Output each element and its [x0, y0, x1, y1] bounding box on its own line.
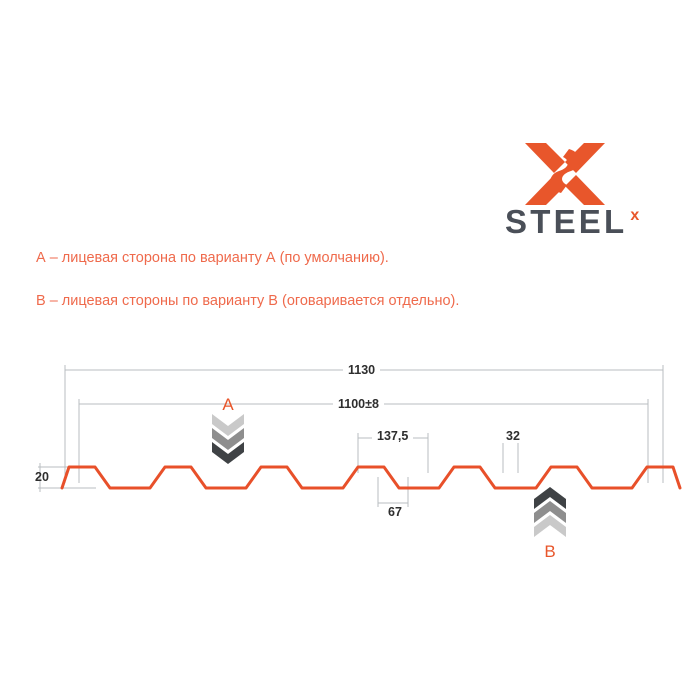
profile-mask — [0, 455, 700, 515]
legend-line-b: В – лицевая стороны по варианту В (огова… — [36, 293, 460, 309]
dim-label-rib-height: 20 — [35, 470, 49, 484]
brand-logo: STEEL x — [505, 143, 665, 243]
steelx-x-logo-icon — [525, 143, 605, 205]
profile-drawing-svg — [0, 365, 700, 515]
marker-b-letter: В — [544, 542, 556, 561]
dim-label-rib-pitch: 137,5 — [372, 429, 414, 443]
marker-a-chevrons — [210, 414, 246, 469]
profile-outline-main — [60, 465, 682, 490]
legend-line-a: А – лицевая сторона по варианту А (по ум… — [36, 250, 389, 266]
marker-a: А — [210, 395, 246, 469]
marker-a-letter: А — [222, 395, 234, 414]
wordmark-superscript: x — [630, 207, 640, 224]
dim-label-valley-width: 67 — [383, 505, 407, 519]
wordmark-text: STEEL — [505, 203, 628, 240]
profile-drawing: 1130 1100±8 137,5 32 67 20 А — [0, 355, 700, 570]
dim-label-working-width: 1100±8 — [333, 397, 384, 411]
marker-b: В — [532, 487, 568, 561]
marker-b-chevrons — [532, 487, 568, 542]
brand-wordmark: STEEL x — [505, 205, 665, 241]
dim-label-rib-top-width: 32 — [501, 429, 525, 443]
dim-label-total-width: 1130 — [343, 363, 381, 377]
